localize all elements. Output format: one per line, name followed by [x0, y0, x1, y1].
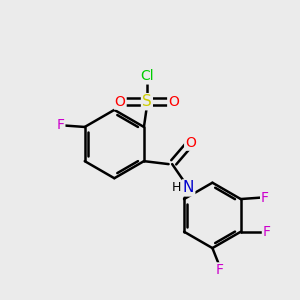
Text: F: F [263, 225, 271, 239]
Text: O: O [115, 95, 126, 109]
Text: O: O [168, 95, 179, 109]
Text: F: F [261, 190, 269, 205]
Text: F: F [56, 118, 64, 133]
Text: S: S [142, 94, 152, 109]
Text: Cl: Cl [140, 69, 154, 83]
Text: N: N [183, 180, 194, 195]
Text: H: H [171, 181, 181, 194]
Text: O: O [185, 136, 196, 150]
Text: F: F [216, 263, 224, 278]
